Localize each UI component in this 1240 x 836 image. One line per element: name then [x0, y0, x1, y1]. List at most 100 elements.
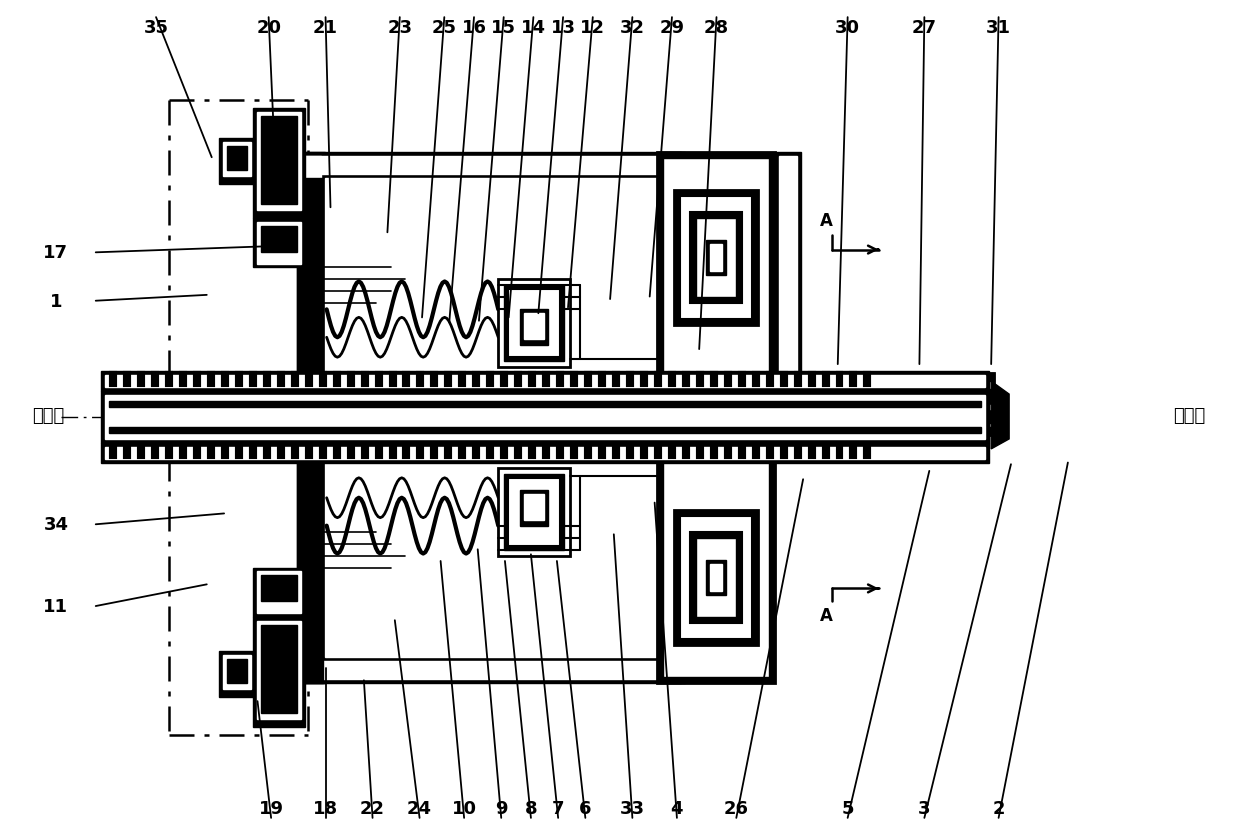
Bar	[138, 372, 145, 388]
Bar	[165, 372, 174, 388]
Bar	[102, 391, 990, 443]
Bar	[221, 372, 229, 388]
Bar	[249, 372, 257, 388]
Bar	[570, 443, 578, 459]
Bar	[263, 443, 270, 459]
Text: 13: 13	[551, 19, 575, 37]
Bar	[207, 443, 215, 459]
Bar	[863, 372, 872, 388]
Bar	[105, 447, 986, 459]
Bar	[253, 618, 305, 727]
Bar	[822, 372, 830, 388]
Text: 12: 12	[580, 19, 605, 37]
Bar	[165, 443, 174, 459]
Text: 6: 6	[579, 799, 591, 817]
Bar	[109, 401, 981, 407]
Bar	[775, 390, 994, 405]
Bar	[319, 443, 326, 459]
Bar	[863, 443, 872, 459]
Bar	[696, 443, 704, 459]
Bar	[508, 290, 560, 358]
Bar	[332, 372, 341, 388]
Bar	[234, 372, 243, 388]
Bar	[794, 372, 801, 388]
Bar	[657, 153, 775, 447]
Text: 33: 33	[620, 799, 645, 817]
Bar	[775, 427, 994, 436]
Bar	[663, 395, 769, 677]
Bar	[508, 478, 560, 546]
Bar	[253, 568, 305, 618]
Bar	[640, 443, 649, 459]
Bar	[305, 443, 312, 459]
Bar	[775, 374, 994, 436]
Bar	[151, 372, 159, 388]
Bar	[417, 443, 424, 459]
Bar	[249, 443, 257, 459]
Bar	[657, 389, 775, 683]
Bar	[849, 443, 858, 459]
Bar	[505, 474, 564, 550]
Bar	[403, 372, 410, 388]
Bar	[193, 443, 201, 459]
Text: A: A	[820, 212, 832, 229]
Bar	[682, 443, 689, 459]
Bar	[105, 395, 986, 440]
Bar	[696, 538, 735, 618]
Bar	[775, 407, 994, 424]
Bar	[836, 372, 843, 388]
Bar	[277, 443, 285, 459]
Bar	[223, 143, 250, 176]
Bar	[779, 156, 796, 443]
Bar	[109, 443, 117, 459]
Bar	[325, 179, 657, 420]
Bar	[780, 443, 787, 459]
Bar	[219, 651, 254, 697]
Bar	[296, 657, 325, 683]
Text: 3: 3	[918, 799, 930, 817]
Bar	[849, 372, 858, 388]
Bar	[613, 372, 620, 388]
Bar	[347, 372, 355, 388]
Bar	[626, 443, 634, 459]
Text: 10: 10	[451, 799, 476, 817]
Text: 18: 18	[312, 799, 339, 817]
Bar	[260, 227, 296, 252]
Text: 15: 15	[491, 19, 516, 37]
Bar	[290, 372, 299, 388]
Bar	[260, 625, 296, 713]
Bar	[444, 443, 453, 459]
Bar	[102, 443, 990, 463]
Bar	[109, 427, 981, 433]
Bar	[680, 516, 751, 640]
Bar	[253, 218, 305, 268]
Bar	[257, 572, 301, 614]
Bar	[123, 443, 131, 459]
Bar	[528, 443, 536, 459]
Bar	[388, 443, 397, 459]
Text: A: A	[820, 607, 832, 624]
Bar	[151, 443, 159, 459]
Bar	[657, 409, 684, 683]
Text: 14: 14	[521, 19, 546, 37]
Bar	[361, 443, 368, 459]
Bar	[277, 372, 285, 388]
Bar	[444, 372, 453, 388]
Text: 2: 2	[992, 799, 1004, 817]
Bar	[498, 280, 570, 368]
Bar	[138, 443, 145, 459]
Bar	[706, 240, 725, 276]
Text: 17: 17	[43, 244, 68, 262]
Bar	[257, 113, 301, 211]
Bar	[219, 139, 254, 185]
Bar	[301, 412, 677, 432]
Bar	[689, 532, 742, 624]
Bar	[260, 117, 296, 205]
Text: 21: 21	[312, 19, 339, 37]
Bar	[109, 372, 117, 388]
Bar	[290, 443, 299, 459]
Bar	[347, 443, 355, 459]
Bar	[709, 563, 722, 592]
Bar	[598, 372, 606, 388]
Bar	[486, 372, 495, 388]
